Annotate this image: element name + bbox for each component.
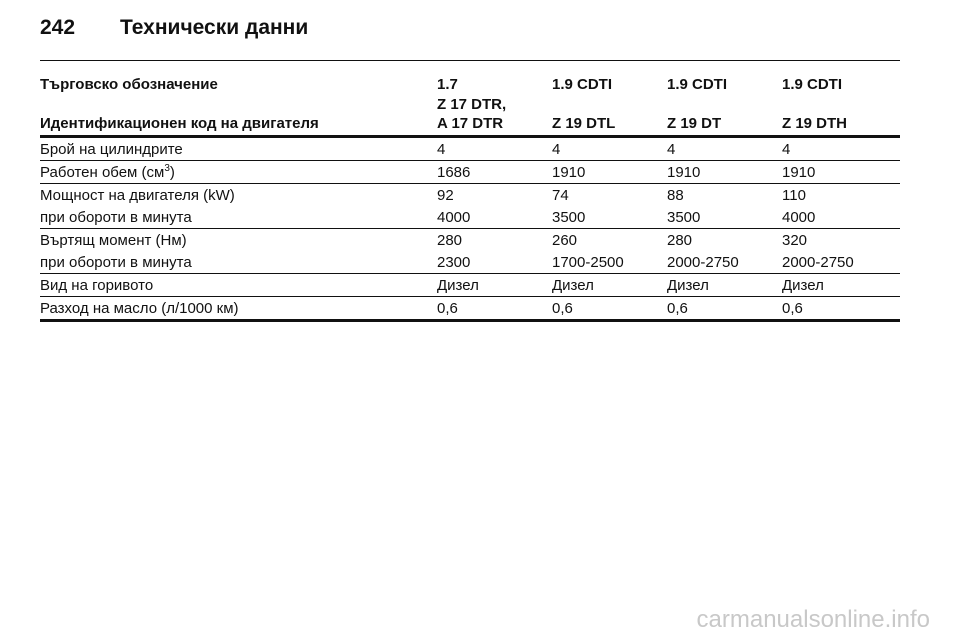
row-group: Въртящ момент (Нм) 280 260 280 320 при оборот…	[40, 229, 900, 274]
table-cell: 1.9 CDTI	[782, 76, 843, 93]
table-cell: 92	[437, 186, 454, 204]
table-cell: 1686	[437, 163, 471, 181]
table-cell: 110	[782, 186, 806, 204]
table-cell: Мощност на двигателя (kW)	[40, 186, 235, 204]
table-cell: Z 19 DT	[667, 115, 722, 132]
table-row: Мощност на двигателя (kW) 92 74 88 110	[40, 184, 900, 207]
watermark: carmanualsonline.info	[696, 606, 930, 633]
table-cell: Търговско обозначение	[40, 76, 218, 93]
table-cell: Идентификационен код на двигателя	[40, 115, 319, 132]
table-row: при обороти в минута 2300 1700-2500 2000-27…	[40, 251, 900, 274]
table-row: Брой на цилиндрите 4 4 4 4	[40, 137, 900, 161]
table-cell: 1.9 CDTI	[552, 76, 613, 93]
table-head: Търговско обозначение 1.7 1.9 CDTI 1.9 CDTI…	[40, 61, 900, 137]
table-cell: 260	[552, 231, 578, 249]
table-cell: 74	[552, 186, 569, 204]
table-cell: при обороти в минута	[40, 253, 192, 271]
table-cell: 3500	[552, 208, 586, 226]
row-group: Брой на цилиндрите 4 4 4 4	[40, 137, 900, 161]
table-cell: 88	[667, 186, 684, 204]
text: )	[169, 163, 175, 181]
table-cell: 1910	[782, 163, 816, 181]
table-cell: Дизел	[437, 276, 479, 294]
table-cell: 0,6	[437, 299, 458, 317]
table-cell: Разход на масло (л/1000 км)	[40, 299, 239, 317]
text: Работен обем (см	[40, 163, 165, 181]
row-group: Мощност на двигателя (kW) 92 74 88 110 при об…	[40, 184, 900, 229]
table-row: Идентификационен код на двигателя Z 17 DT…	[40, 95, 900, 137]
page-header: 242 Технически данни	[40, 16, 308, 40]
table-cell: 280	[667, 231, 693, 249]
table-row: Разход на масло (л/1000 км) 0,6 0,6 0,6 0,6	[40, 297, 900, 321]
table-cell: 1.7	[437, 76, 458, 93]
table-cell: Вид на горивото	[40, 276, 154, 294]
page-number: 242	[40, 16, 76, 39]
table-cell: 4000	[437, 208, 471, 226]
table-cell: 4	[782, 140, 791, 158]
superscript: 3	[164, 162, 170, 174]
table-cell: 1910	[552, 163, 586, 181]
table-row: Търговско обозначение 1.7 1.9 CDTI 1.9 CDTI…	[40, 61, 900, 96]
table-cell: Z 17 DTR, A 17 DTR	[437, 96, 507, 132]
table-cell: 4	[552, 140, 561, 158]
table-cell: 280	[437, 231, 463, 249]
table-cell: 2000-2750	[667, 253, 739, 271]
table-cell: 320	[782, 231, 808, 249]
table-cell: 2000-2750	[782, 253, 854, 271]
table-cell: Z 19 DTL	[552, 115, 616, 132]
table-cell: 1910	[667, 163, 701, 181]
table-cell: 1700-2500	[552, 253, 624, 271]
table-cell: 4	[667, 140, 676, 158]
row-group: Работен обем (см3) 1686 1910 1910 1910	[40, 161, 900, 184]
page-title: Технически данни	[120, 16, 309, 39]
table-cell: 3500	[667, 208, 701, 226]
table-cell: 0,6	[782, 299, 803, 317]
table-cell: 4	[437, 140, 446, 158]
table-cell: 1.9 CDTI	[667, 76, 728, 93]
table-row: при обороти в минута 4000 3500 3500 4000	[40, 206, 900, 229]
table-cell: Дизел	[667, 276, 709, 294]
table-cell: 0,6	[667, 299, 688, 317]
row-group: Вид на горивото Дизел Дизел Дизел Дизел	[40, 274, 900, 297]
table-cell: Брой на цилиндрите	[40, 140, 183, 158]
table-cell: Работен обем (см3)	[40, 161, 437, 184]
spec-table: Търговско обозначение 1.7 1.9 CDTI 1.9 CDTI…	[40, 60, 900, 322]
table-cell: Въртящ момент (Нм)	[40, 231, 187, 249]
table-cell: 0,6	[552, 299, 573, 317]
table-cell: при обороти в минута	[40, 208, 192, 226]
table-row: Работен обем (см3) 1686 1910 1910 1910	[40, 161, 900, 184]
table-cell: 4000	[782, 208, 816, 226]
table-cell: Дизел	[782, 276, 824, 294]
table-cell: Z 19 DTH	[782, 115, 848, 132]
table-cell: Дизел	[552, 276, 594, 294]
table-row: Вид на горивото Дизел Дизел Дизел Дизел	[40, 274, 900, 297]
table-cell: 2300	[437, 253, 471, 271]
row-group: Разход на масло (л/1000 км) 0,6 0,6 0,6 0,6	[40, 297, 900, 321]
table-row: Въртящ момент (Нм) 280 260 280 320	[40, 229, 900, 252]
